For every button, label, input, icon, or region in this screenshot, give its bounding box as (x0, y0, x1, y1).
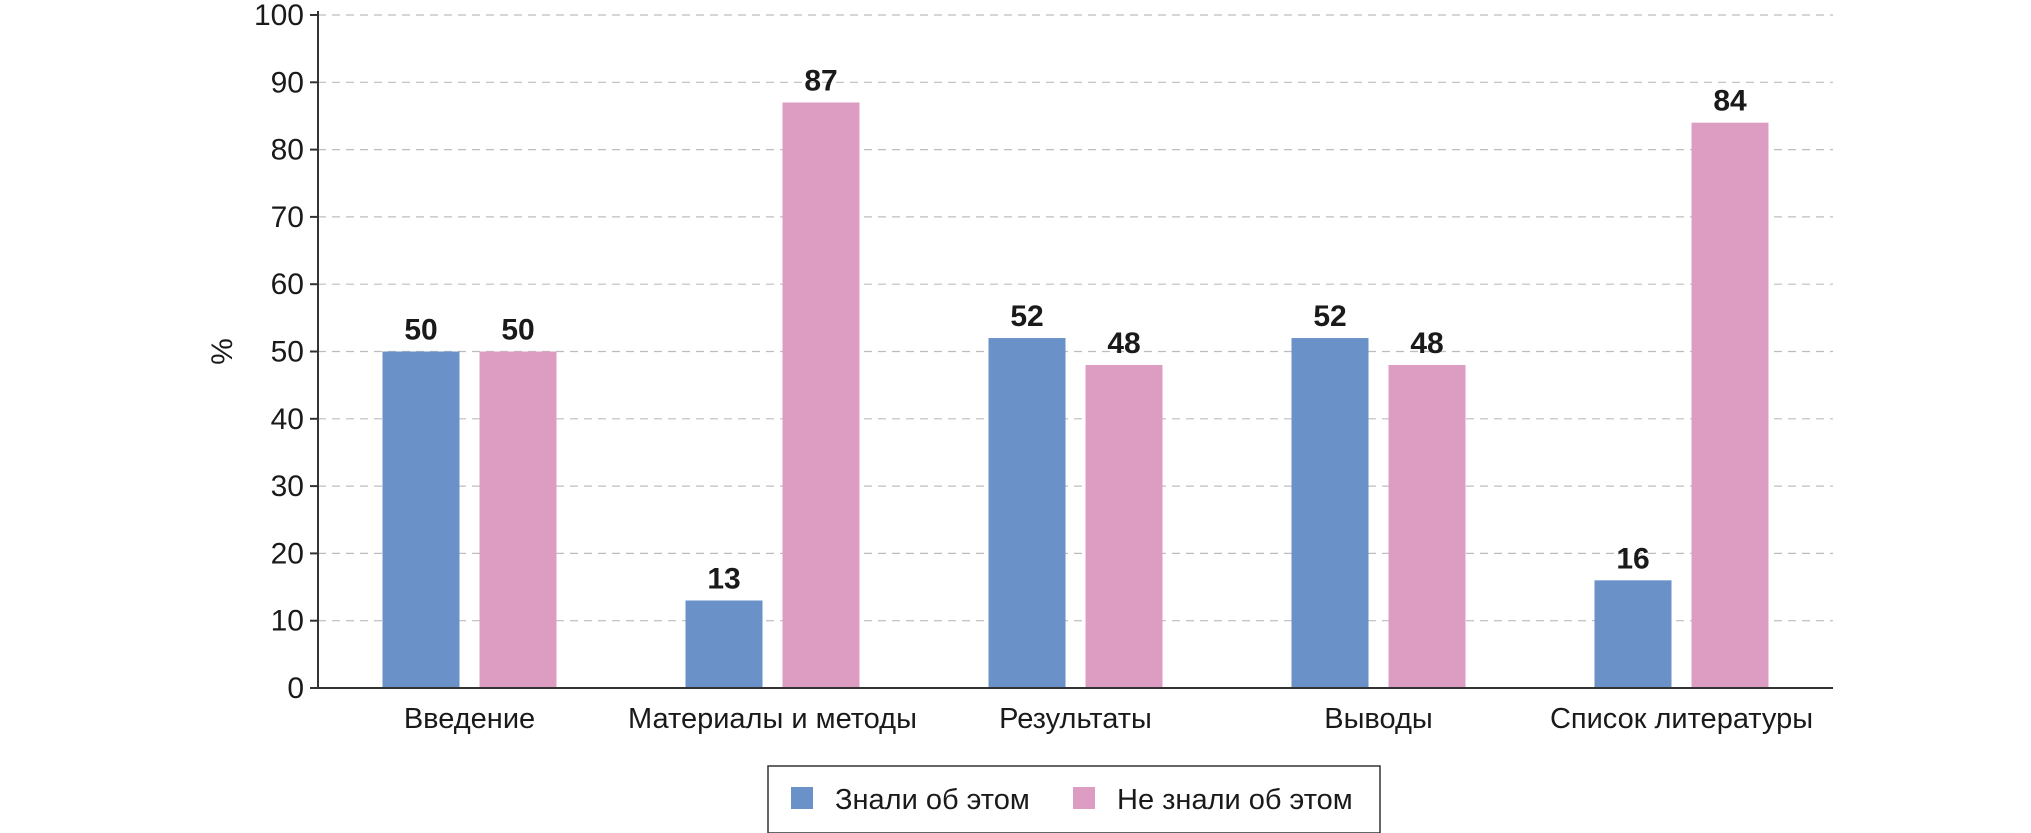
data-labels: 50 50 13 87 52 48 52 48 16 84 (404, 64, 1747, 595)
legend: Знали об этом Не знали об этом (767, 765, 1381, 833)
bars (382, 102, 1769, 689)
data-label: 87 (804, 64, 837, 97)
data-label: 52 (1010, 300, 1043, 333)
data-label: 50 (501, 314, 534, 347)
x-tick-label: Список литературы (1550, 703, 1813, 735)
bar (1594, 580, 1672, 688)
bar (685, 600, 763, 688)
y-tick-label: 90 (271, 66, 304, 99)
bar (1388, 364, 1466, 688)
y-tick-label: 60 (271, 268, 304, 301)
y-tick-label: 50 (271, 336, 304, 369)
bar (382, 351, 460, 688)
legend-swatch (791, 787, 813, 809)
bar (782, 102, 860, 689)
bar (479, 351, 557, 688)
x-tick-label: Выводы (1324, 703, 1433, 735)
data-label: 52 (1313, 300, 1346, 333)
data-label: 13 (707, 563, 740, 596)
y-tick-label: 70 (271, 201, 304, 234)
x-axis-labels: Введение Материалы и методы Результаты Выво… (404, 703, 1813, 735)
grid-lines (318, 14, 1833, 622)
y-tick-label: 80 (271, 134, 304, 167)
y-tick-label: 100 (254, 0, 304, 32)
data-label: 50 (404, 314, 437, 347)
y-axis-ticks: 0 10 20 30 40 50 60 70 80 90 100 (254, 0, 318, 705)
bar (988, 338, 1066, 688)
y-tick-label: 40 (271, 403, 304, 436)
x-tick-label: Результаты (999, 703, 1152, 735)
y-tick-label: 0 (287, 672, 304, 705)
legend-label: Знали об этом (835, 784, 1030, 816)
data-label: 84 (1713, 85, 1747, 118)
legend-label: Не знали об этом (1117, 784, 1353, 816)
data-label: 16 (1616, 542, 1649, 575)
x-tick-label: Введение (404, 703, 535, 735)
bar (1085, 364, 1163, 688)
x-tick-label: Материалы и методы (628, 703, 917, 735)
y-tick-label: 10 (271, 605, 304, 638)
y-tick-label: 30 (271, 470, 304, 503)
y-tick-label: 20 (271, 537, 304, 570)
data-label: 48 (1410, 327, 1443, 360)
y-axis-label: % (206, 338, 239, 365)
data-label: 48 (1107, 327, 1140, 360)
legend-swatch (1073, 787, 1095, 809)
bar (1291, 338, 1369, 688)
bar (1691, 122, 1769, 689)
